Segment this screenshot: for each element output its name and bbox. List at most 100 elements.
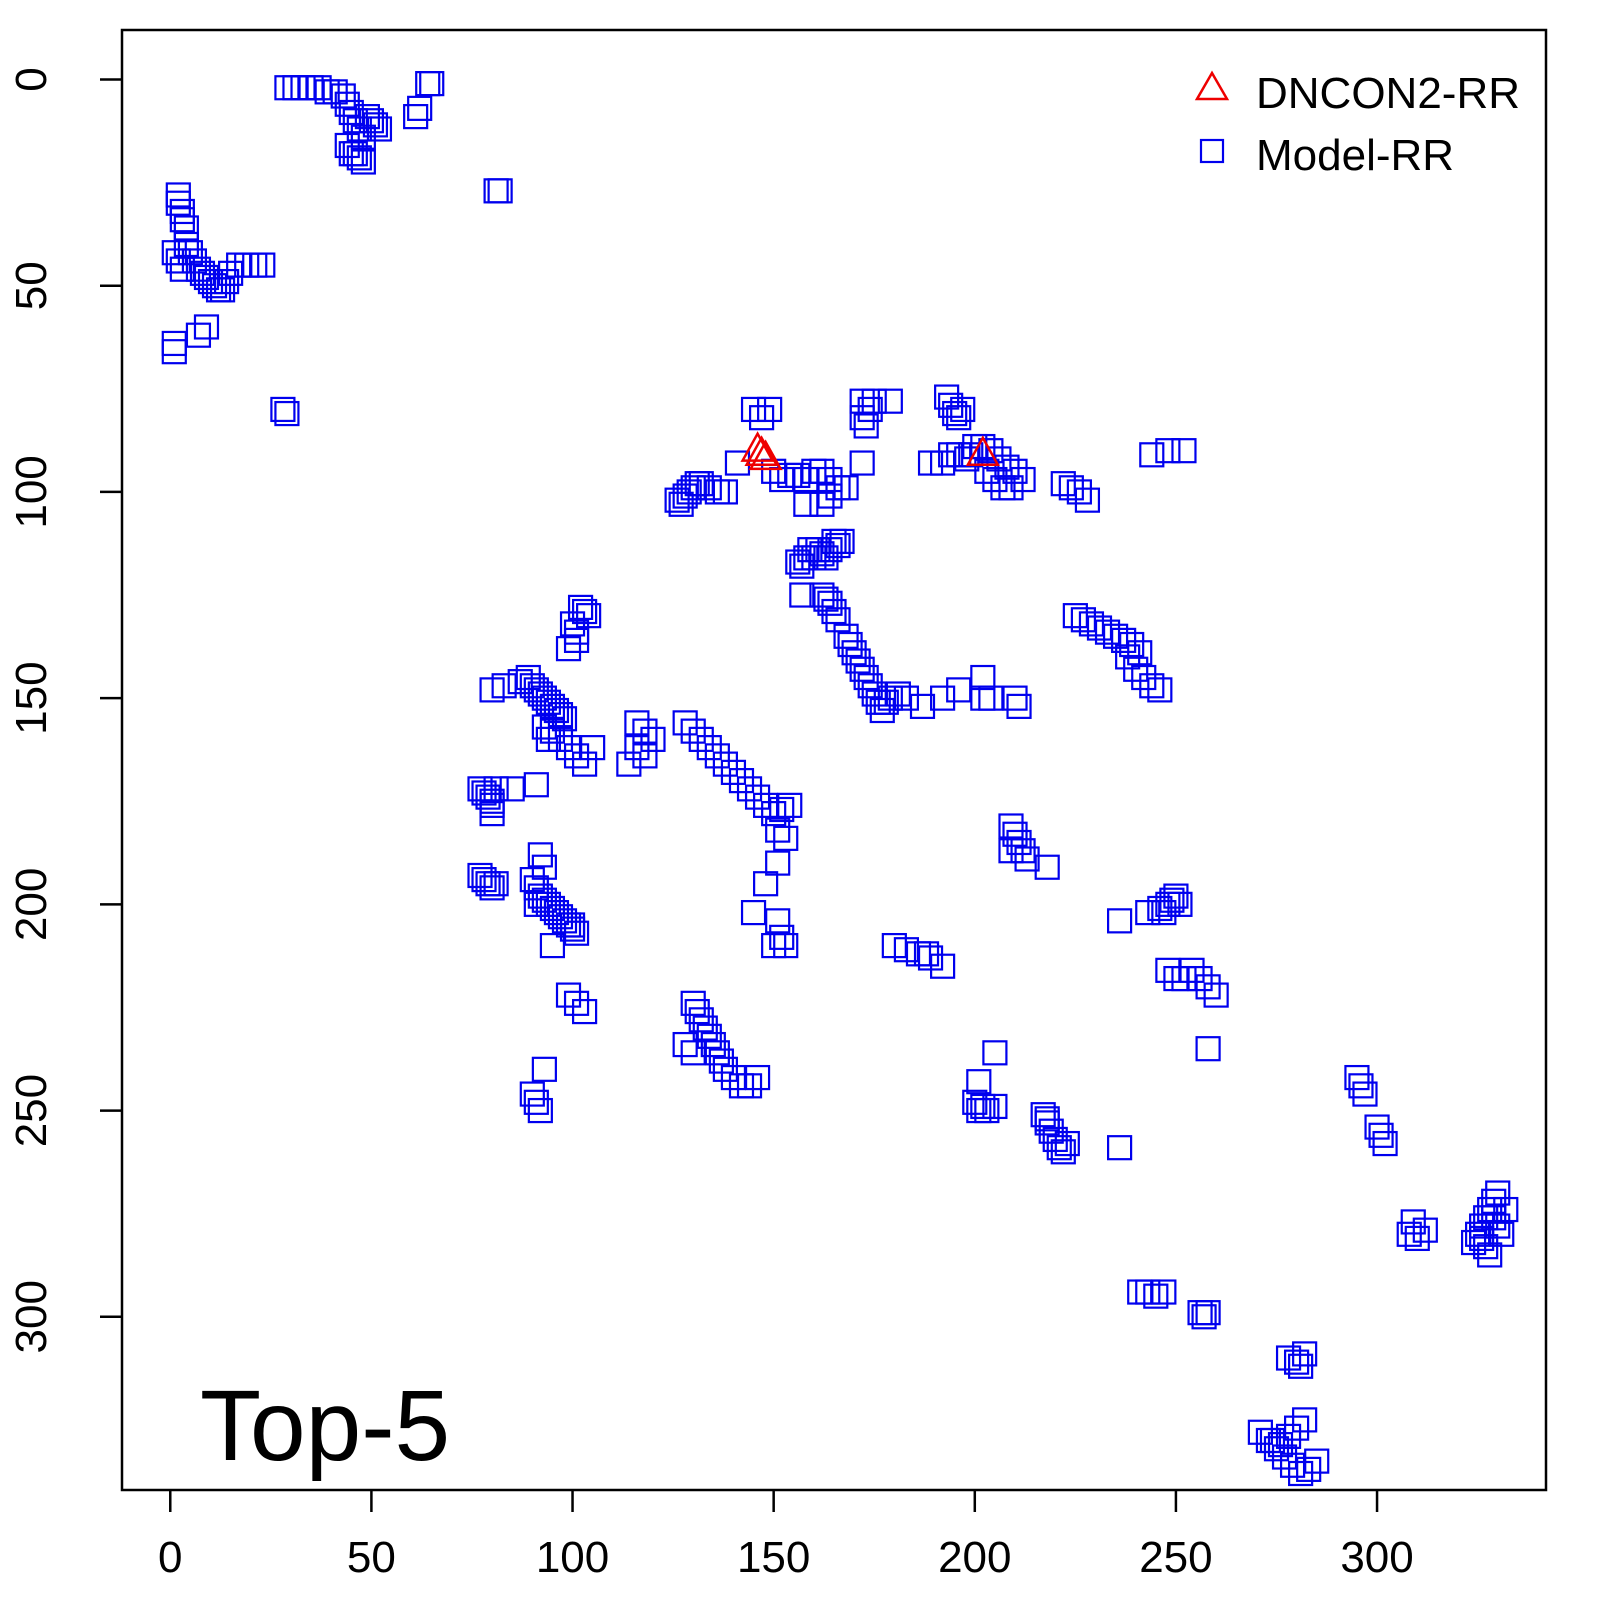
model-rr-point (696, 735, 722, 761)
model-rr-point (930, 685, 956, 711)
model-rr-point (1477, 1196, 1503, 1223)
model-rr-point (290, 75, 316, 101)
model-rr-point (559, 611, 586, 637)
model-rr-point (974, 1097, 1000, 1124)
model-rr-point (688, 726, 714, 752)
model-rr-point (1086, 615, 1113, 641)
model-rr-point (1070, 607, 1097, 633)
model-rr-point (833, 475, 859, 501)
model-rr-point (829, 528, 855, 555)
model-rr-point (753, 871, 779, 897)
model-rr-point (853, 664, 879, 691)
model-rr-point (559, 912, 586, 938)
model-rr-point (632, 718, 658, 744)
model-rr-point (1078, 611, 1105, 637)
model-rr-point (1469, 1225, 1495, 1252)
model-rr-point (757, 396, 783, 423)
model-rr-point (1179, 957, 1205, 983)
x-tick-label: 50 (347, 1533, 396, 1582)
model-rr-point (571, 751, 598, 777)
model-rr-point (1171, 965, 1197, 992)
model-rr-point (970, 664, 996, 691)
model-rr-point (1275, 1423, 1302, 1449)
model-rr-point (479, 801, 505, 827)
model-rr-point (539, 932, 566, 959)
model-rr-point (696, 475, 722, 501)
model-rr-point (765, 817, 791, 843)
y-tick-label: 250 (7, 1074, 56, 1147)
model-rr-point (1364, 1114, 1390, 1140)
model-rr-point (849, 656, 875, 682)
model-rr-point (1400, 1209, 1426, 1235)
y-tick-label: 0 (7, 67, 56, 91)
model-rr-point (161, 240, 187, 266)
model-rr-point (1139, 442, 1165, 468)
model-rr-point (1344, 1064, 1370, 1091)
model-rr-point (825, 607, 851, 633)
model-rr-point (407, 95, 433, 121)
model-rr-point (712, 1056, 738, 1082)
model-rr-point (274, 400, 300, 427)
model-rr-point (769, 466, 795, 493)
model-rr-point (942, 400, 968, 427)
model-rr-point (998, 813, 1024, 839)
model-rr-point (1171, 438, 1197, 464)
model-rr-point (1155, 438, 1181, 464)
model-rr-point (753, 792, 779, 818)
legend-model-rr-label: Model-RR (1256, 131, 1454, 180)
model-rr-point (342, 141, 368, 167)
model-rr-point (680, 475, 706, 501)
model-rr-point (165, 248, 191, 274)
model-rr-point (1372, 1130, 1398, 1157)
dncon2-rr-point (748, 439, 783, 471)
model-rr-point (169, 207, 195, 233)
model-rr-point (419, 71, 445, 97)
model-rr-point (893, 685, 920, 711)
model-rr-point (1283, 1415, 1310, 1441)
x-tick-label: 200 (938, 1533, 1011, 1582)
model-rr-point (539, 718, 566, 744)
model-rr-point (563, 743, 590, 769)
legend-dncon2-rr-label: DNCON2-RR (1256, 69, 1520, 118)
dncon2-rr-point (744, 435, 779, 467)
model-rr-point (998, 838, 1024, 864)
x-axis: 0 50 100 150 200 250 300 (158, 1490, 1414, 1582)
model-rr-point (358, 108, 385, 134)
model-rr-point (857, 396, 883, 423)
model-rr-point (1030, 1102, 1056, 1128)
model-rr-point (640, 726, 666, 752)
model-rr-point (1139, 673, 1165, 699)
model-rr-point (169, 256, 195, 282)
model-rr-point (817, 466, 843, 493)
model-rr-point (270, 396, 296, 423)
model-rr-point (793, 491, 819, 517)
model-rr-point (740, 899, 767, 926)
y-tick-label: 100 (7, 455, 56, 528)
model-rr-point (736, 776, 763, 802)
model-rr-point (403, 104, 429, 130)
model-rr-point (817, 483, 843, 509)
model-rr-point (563, 920, 590, 946)
model-rr-point (185, 322, 212, 348)
model-rr-point (274, 75, 300, 101)
model-rr-point (1155, 957, 1181, 983)
model-rr-point (1296, 1456, 1322, 1482)
model-rr-point (563, 990, 590, 1016)
model-rr-point (877, 685, 903, 711)
x-tick-label: 300 (1340, 1533, 1413, 1582)
model-rr-point (978, 438, 1004, 464)
model-rr-point (946, 677, 972, 703)
model-rr-point (1348, 1073, 1374, 1099)
dncon2-rr-point (965, 435, 1000, 467)
model-rr-point (1054, 1130, 1080, 1157)
model-rr-point (567, 594, 594, 621)
model-rr-point (1404, 1225, 1430, 1252)
model-rr-point (165, 190, 191, 216)
model-rr-point (531, 1056, 557, 1082)
model-rr-point (1304, 1448, 1330, 1474)
model-rr-point (720, 759, 747, 785)
model-rr-point (680, 718, 706, 744)
model-rr-point (821, 598, 847, 625)
model-rr-point (1368, 1122, 1394, 1148)
model-rr-point (692, 1015, 718, 1041)
